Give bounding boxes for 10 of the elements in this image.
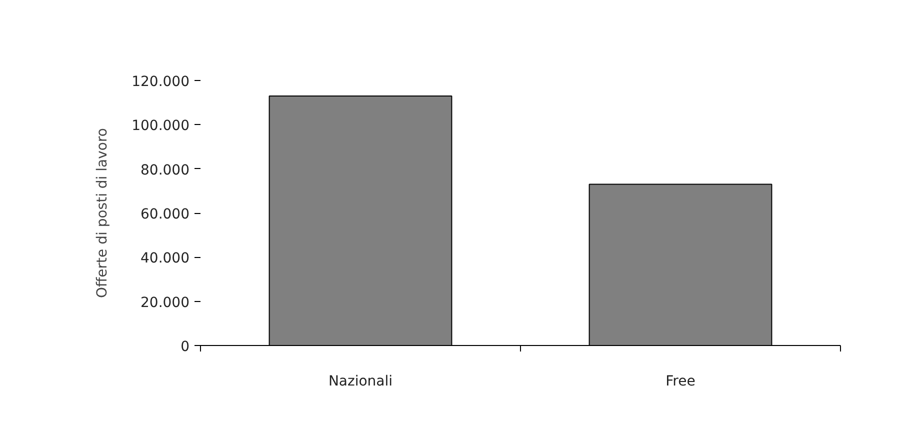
- y-tick-label: 100.000: [132, 118, 190, 134]
- y-tick-label: 0: [180, 339, 190, 355]
- y-tick-label: 60.000: [140, 206, 190, 222]
- y-tick-label: 120.000: [132, 74, 190, 90]
- x-tick-label: Nazionali: [328, 374, 393, 390]
- x-tick-label: Free: [666, 374, 696, 390]
- y-tick-label: 40.000: [140, 250, 190, 267]
- y-tick-label: 20.000: [140, 294, 190, 311]
- y-tick-label: 80.000: [140, 162, 190, 178]
- y-axis-title: Offerte di posti di lavoro: [94, 128, 111, 298]
